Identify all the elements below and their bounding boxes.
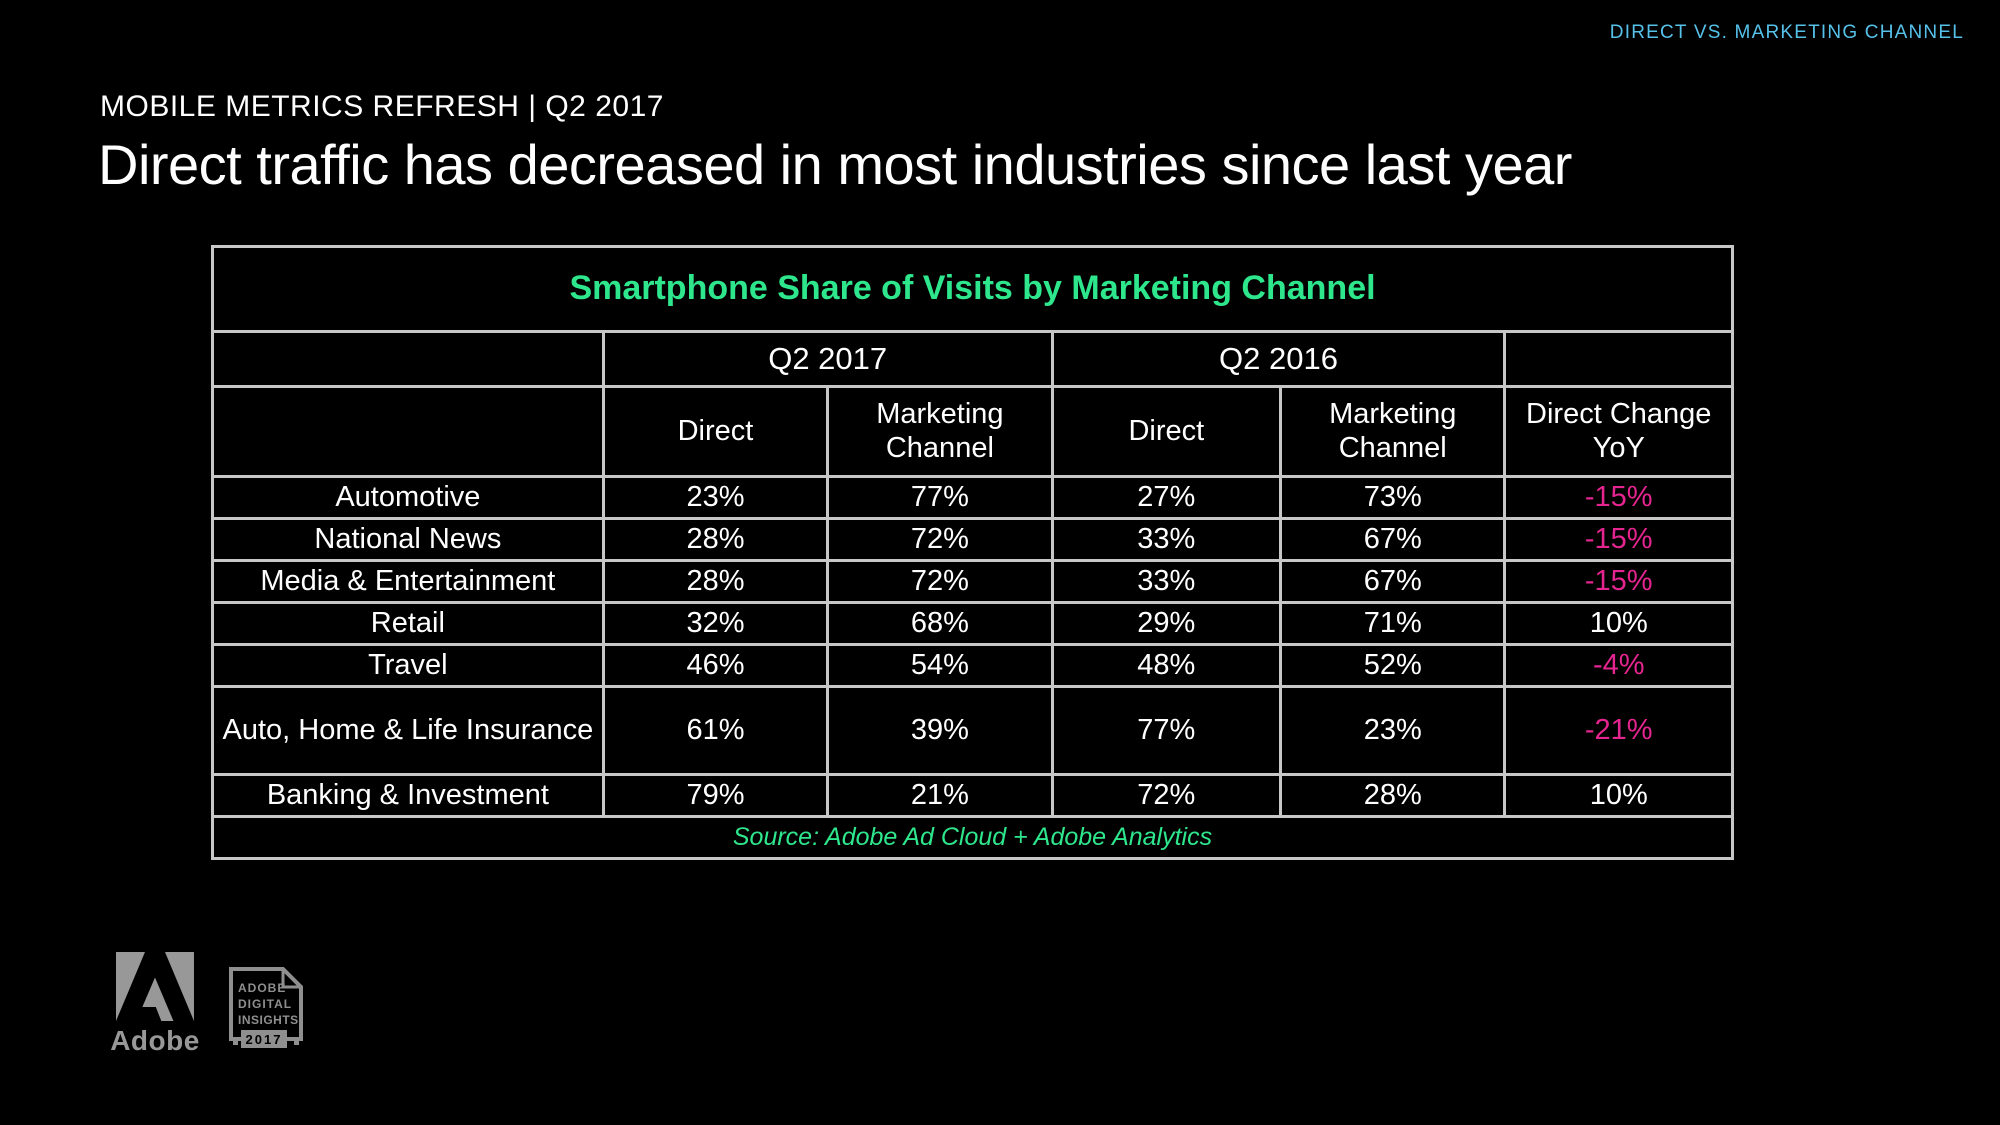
value-cell: 52% <box>1279 643 1507 688</box>
value-cell: 28% <box>1279 773 1507 818</box>
col-header-direct-2016: Direct <box>1050 385 1283 478</box>
value-cell: 67% <box>1279 517 1507 562</box>
adobe-logo-icon <box>116 952 194 1021</box>
col-header-marketing-2017: Marketing Channel <box>826 385 1054 478</box>
industry-cell: Banking & Investment <box>211 773 605 818</box>
value-cell: 73% <box>1279 475 1507 520</box>
value-cell: 10% <box>1503 773 1734 818</box>
value-cell: 10% <box>1503 601 1734 646</box>
value-cell: 71% <box>1279 601 1507 646</box>
table-title-row: Smartphone Share of Visits by Marketing … <box>211 245 1734 333</box>
group-header-q2-2017: Q2 2017 <box>601 330 1054 388</box>
empty-cell <box>211 330 605 388</box>
value-cell: 61% <box>601 685 830 776</box>
value-cell: 29% <box>1050 601 1283 646</box>
industry-cell: Automotive <box>211 475 605 520</box>
value-cell: 39% <box>826 685 1054 776</box>
badge-line-adobe: ADOBE <box>238 981 286 995</box>
value-cell: 27% <box>1050 475 1283 520</box>
industry-cell: Auto, Home & Life Insurance <box>211 685 605 776</box>
slide-title: Direct traffic has decreased in most ind… <box>98 133 1572 196</box>
badge-line-digital: DIGITAL <box>238 997 292 1011</box>
value-cell: 77% <box>1050 685 1283 776</box>
adobe-wordmark: Adobe <box>110 1025 200 1056</box>
adi-badge: ADOBE DIGITAL INSIGHTS 2017 <box>228 966 306 1067</box>
value-cell: 67% <box>1279 559 1507 604</box>
adobe-logo-block: Adobe <box>110 952 200 1057</box>
source-row: Source: Adobe Ad Cloud + Adobe Analytics <box>211 815 1734 860</box>
value-cell: 32% <box>601 601 830 646</box>
value-cell: 77% <box>826 475 1054 520</box>
corner-label: DIRECT VS. MARKETING CHANNEL <box>1609 22 1964 43</box>
table-row-automotive: Automotive 23% 77% 27% 73% -15% <box>211 475 1734 520</box>
value-cell: 21% <box>826 773 1054 818</box>
table-row-banking-investment: Banking & Investment 79% 21% 72% 28% 10% <box>211 773 1734 818</box>
empty-cell <box>211 385 605 478</box>
empty-cell <box>1503 330 1734 388</box>
col-header-marketing-2016: Marketing Channel <box>1279 385 1507 478</box>
value-cell: 68% <box>826 601 1054 646</box>
value-cell: 72% <box>826 559 1054 604</box>
value-cell: 72% <box>1050 773 1283 818</box>
column-group-row: Q2 2017 Q2 2016 <box>211 330 1734 388</box>
table-row-travel: Travel 46% 54% 48% 52% -4% <box>211 643 1734 688</box>
group-header-q2-2016: Q2 2016 <box>1050 330 1507 388</box>
badge-year: 2017 <box>246 1032 283 1047</box>
slide-eyebrow: MOBILE METRICS REFRESH | Q2 2017 <box>100 90 664 123</box>
value-cell: -4% <box>1503 643 1734 688</box>
source-note: Source: Adobe Ad Cloud + Adobe Analytics <box>211 815 1734 860</box>
industry-cell: Media & Entertainment <box>211 559 605 604</box>
industry-cell: National News <box>211 517 605 562</box>
value-cell: 33% <box>1050 517 1283 562</box>
value-cell: -15% <box>1503 475 1734 520</box>
industry-cell: Retail <box>211 601 605 646</box>
column-header-row: Direct Marketing Channel Direct Marketin… <box>211 385 1734 478</box>
table-row-national-news: National News 28% 72% 33% 67% -15% <box>211 517 1734 562</box>
value-cell: 23% <box>601 475 830 520</box>
table-row-retail: Retail 32% 68% 29% 71% 10% <box>211 601 1734 646</box>
value-cell: -15% <box>1503 517 1734 562</box>
badge-line-insights: INSIGHTS <box>238 1013 299 1027</box>
value-cell: -21% <box>1503 685 1734 776</box>
value-cell: 28% <box>601 517 830 562</box>
industry-cell: Travel <box>211 643 605 688</box>
table-title: Smartphone Share of Visits by Marketing … <box>211 245 1734 333</box>
value-cell: 48% <box>1050 643 1283 688</box>
value-cell: 33% <box>1050 559 1283 604</box>
value-cell: 23% <box>1279 685 1507 776</box>
col-header-direct-change-yoy: Direct Change YoY <box>1503 385 1734 478</box>
table-row-media-entertainment: Media & Entertainment 28% 72% 33% 67% -1… <box>211 559 1734 604</box>
metrics-table: Smartphone Share of Visits by Marketing … <box>211 245 1734 860</box>
value-cell: 46% <box>601 643 830 688</box>
value-cell: 79% <box>601 773 830 818</box>
adi-badge-icon: ADOBE DIGITAL INSIGHTS 2017 <box>229 967 303 1048</box>
col-header-direct-2017: Direct <box>601 385 830 478</box>
value-cell: 54% <box>826 643 1054 688</box>
value-cell: -15% <box>1503 559 1734 604</box>
value-cell: 28% <box>601 559 830 604</box>
value-cell: 72% <box>826 517 1054 562</box>
table-row-insurance: Auto, Home & Life Insurance 61% 39% 77% … <box>211 685 1734 776</box>
